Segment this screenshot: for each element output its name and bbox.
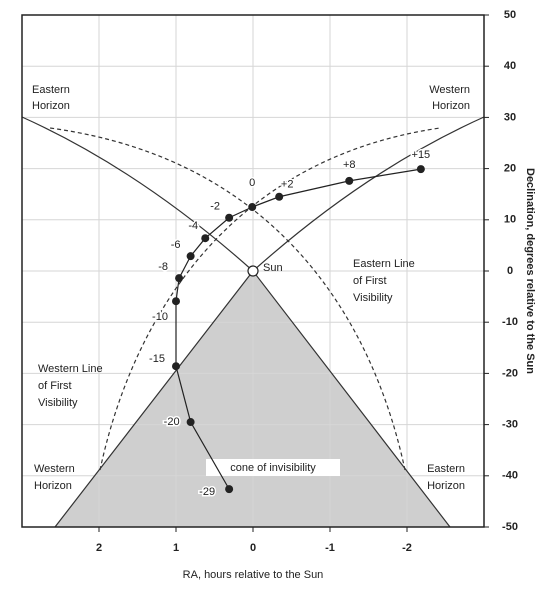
point-label: +2 (281, 179, 294, 191)
comet-point (172, 297, 180, 306)
y-tick-label: -40 (502, 470, 518, 482)
annotation: Visibility (38, 397, 78, 409)
annotation: of First (38, 380, 72, 392)
comet-point (248, 203, 257, 211)
y-tick-label: 50 (504, 9, 516, 21)
annotation: Horizon (432, 100, 470, 112)
annotation: Horizon (34, 480, 72, 492)
point-label: +15 (412, 149, 431, 161)
annotation: Sun (263, 262, 283, 274)
x-axis-label: RA, hours relative to the Sun (183, 569, 324, 581)
comet-point (225, 213, 234, 222)
comet-point (201, 234, 210, 243)
comet-path (175, 168, 421, 490)
label-box (206, 459, 340, 476)
comet-point (172, 362, 180, 371)
annotation: Eastern Line (353, 258, 415, 270)
curves (21, 116, 485, 528)
comet-point (175, 274, 184, 283)
x-tick-label: -1 (325, 542, 335, 554)
point-label: -4 (188, 220, 198, 232)
comet-point (186, 418, 195, 427)
comet-point (416, 165, 425, 174)
comet-point (225, 485, 234, 494)
eastern-line-of-first-visibility (49, 127, 406, 471)
eastern-horizon-curve (21, 116, 254, 272)
y-tick-label: 30 (504, 111, 516, 123)
comet-point (275, 192, 284, 201)
annotation: of First (353, 275, 387, 287)
western-horizon-curve (252, 116, 485, 272)
x-tick-label: 2 (96, 542, 102, 554)
y-tick-label: 20 (504, 163, 516, 175)
point-label: -8 (158, 261, 168, 273)
point-label: -20 (164, 416, 180, 428)
annotation: Horizon (32, 100, 70, 112)
point-label: -2 (210, 201, 220, 213)
point-label: -6 (171, 239, 181, 251)
point-label: -15 (149, 353, 165, 365)
point-label: +8 (343, 159, 356, 171)
annotations: Eastern Horizon Western Horizon Western … (32, 84, 470, 492)
annotation: Eastern (427, 463, 465, 475)
annotation: Western Line (38, 363, 103, 375)
annotation: cone of invisibility (230, 462, 316, 474)
y-tick-label: -20 (502, 367, 518, 379)
x-tick-label: -2 (402, 542, 412, 554)
y-tick-label: -10 (502, 316, 518, 328)
y-tick-label: 10 (504, 214, 516, 226)
cone-edge (54, 270, 451, 528)
western-line-of-first-visibility (99, 127, 441, 471)
y-tick-label: -50 (502, 521, 518, 533)
annotation: Western (429, 84, 470, 96)
y-axis-label: Declination, degrees relative to the Sun (524, 168, 536, 374)
x-tick-label: 1 (173, 542, 179, 554)
annotation: Visibility (353, 292, 393, 304)
annotation: Eastern (32, 84, 70, 96)
y-tick-label: -30 (502, 419, 518, 431)
comet-point (345, 176, 354, 185)
annotation: Horizon (427, 480, 465, 492)
point-label: 0 (249, 177, 255, 189)
sun-marker (247, 265, 259, 277)
comet-point (186, 252, 195, 261)
x-tick-label: 0 (250, 542, 256, 554)
point-label: -29 (199, 486, 215, 498)
point-label: -10 (152, 311, 168, 323)
y-tick-label: 0 (507, 265, 513, 277)
annotation: Western (34, 463, 75, 475)
y-tick-label: 40 (504, 60, 516, 72)
